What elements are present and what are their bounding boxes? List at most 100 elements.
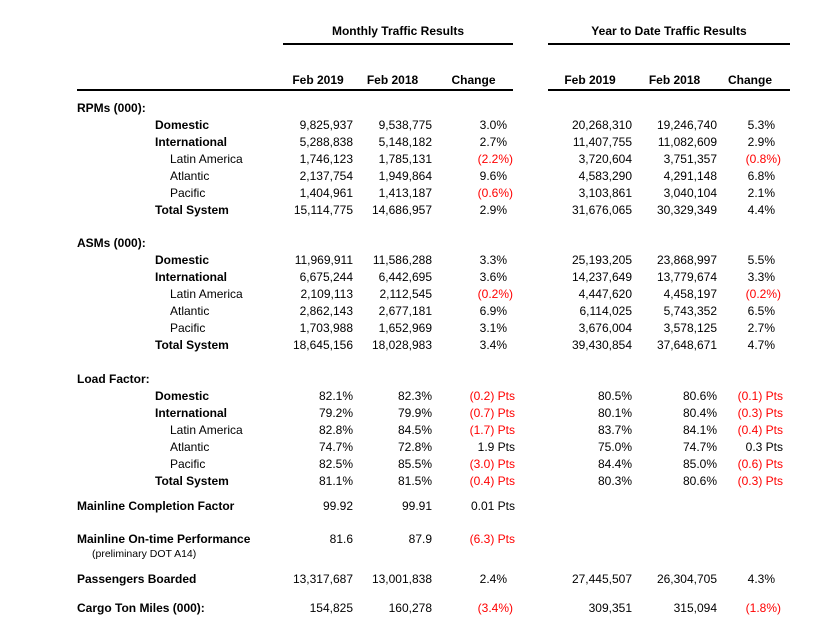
cell-ytd-change [717,531,783,548]
metric-row: Cargo Ton Miles (000): 154,825 160,278 (3.4… [77,600,835,617]
column-gap [515,337,548,354]
row-label: International [155,135,228,149]
cell-monthly-change: (0.7) Pts [469,406,515,420]
ytd-column-headers: Feb 2019 Feb 2018 Change [548,72,790,91]
data-row: Atlantic 2,137,754 1,949,864 9.6% 4,583,290 4… [77,168,835,185]
cell-monthly-feb-2018: 72.8% [397,440,432,454]
cell-monthly-feb-2019: 82.1% [318,389,353,403]
column-gap [515,405,548,422]
cell-ytd-change: 0.3 Pts [745,440,783,454]
row-label: Cargo Ton Miles (000): [77,601,205,615]
column-gap [515,252,548,269]
cell-ytd-change: (1.8%) [745,601,781,615]
column-gap [515,151,548,168]
cell-monthly-change: (3.0) Pts [469,457,515,471]
monthly-column-headers: Feb 2019 Feb 2018 Change [77,72,513,91]
metric-mainline-on-time-performance: Mainline On-time Performance 81.6 87.9 (6.3… [0,531,835,562]
data-row: Latin America 1,746,123 1,785,131 (2.2%) 3,7… [77,151,835,168]
cell-monthly-feb-2018: 84.5% [397,423,432,437]
cell-monthly-feb-2019: 79.2% [318,406,353,420]
cell-monthly-change: 3.0% [479,118,507,132]
cell-ytd-feb-2019: 3,720,604 [578,152,632,166]
row-label: Latin America [170,287,243,301]
data-row: Atlantic 2,862,143 2,677,181 6.9% 6,114,025 5… [77,303,835,320]
data-row: Pacific 1,404,961 1,413,187 (0.6%) 3,103,861… [77,185,835,202]
cell-monthly-feb-2019: 81.6 [329,532,353,546]
cell-ytd-change: 6.5% [747,304,775,318]
cell-ytd-feb-2019: 83.7% [597,423,632,437]
cell-ytd-change: (0.6) Pts [737,457,783,471]
cell-monthly-change: (0.2%) [477,287,513,301]
row-label: Mainline Completion Factor [77,499,235,513]
cell-ytd-feb-2018: 4,291,148 [663,169,717,183]
row-label: Total System [155,203,229,217]
data-row: Latin America 82.8% 84.5% (1.7) Pts 83.7% 84.… [77,422,835,439]
cell-monthly-change: 3.1% [479,321,507,335]
cell-ytd-feb-2019: 27,445,507 [571,572,632,586]
cell-ytd-change: 4.3% [747,572,775,586]
cell-monthly-change: (0.2) Pts [469,389,515,403]
section-title: RPMs (000): [77,101,146,115]
column-gap [515,286,548,303]
monthly-results-title-text: Monthly Traffic Results [331,24,465,38]
cell-monthly-feb-2019: 15,114,775 [293,203,353,217]
cell-ytd-feb-2018: 11,082,609 [657,135,717,149]
cell-ytd-feb-2018: 30,329,349 [656,203,717,217]
cell-ytd-feb-2019: 4,583,290 [578,169,632,183]
cell-monthly-feb-2019: 99.92 [322,499,353,513]
cell-monthly-change: (6.3) Pts [469,532,515,546]
cell-ytd-feb-2019: 80.5% [597,389,632,403]
cell-monthly-feb-2019: 13,317,687 [292,572,353,586]
cell-ytd-feb-2018: 4,458,197 [663,287,717,301]
ytd-column-header-feb-2018: Feb 2018 [648,73,701,87]
data-row: Pacific 82.5% 85.5% (3.0) Pts 84.4% 85.0% (0.6… [77,456,835,473]
cell-ytd-feb-2018: 80.6% [682,389,717,403]
column-gap [515,422,548,439]
section-title-row: RPMs (000): [77,100,835,117]
section-rpms-000: RPMs (000): Domestic 9,825,937 9,538,775 3.0… [0,100,835,219]
cell-monthly-feb-2019: 154,825 [309,601,353,615]
cell-ytd-feb-2018 [632,498,717,515]
column-gap [515,498,548,515]
cell-ytd-change: 6.8% [747,169,775,183]
column-gap [515,439,548,456]
monthly-column-header-change: Change [451,73,496,87]
cell-monthly-change: (3.4%) [477,601,513,615]
monthly-results-title: Monthly Traffic Results [283,24,513,45]
cell-ytd-change [717,498,783,515]
section-title: Load Factor: [77,372,150,386]
row-label: Total System [155,338,229,352]
cell-ytd-change: 2.7% [747,321,775,335]
cell-ytd-feb-2019: 14,237,649 [571,270,632,284]
data-row: Total System 18,645,156 18,028,983 3.4% 39,4… [77,337,835,354]
cell-monthly-feb-2019: 18,645,156 [292,338,353,352]
section-title: ASMs (000): [77,236,146,250]
column-gap [515,168,548,185]
cell-monthly-change: (1.7) Pts [469,423,515,437]
cell-monthly-feb-2018: 2,677,181 [378,304,432,318]
report-body: RPMs (000): Domestic 9,825,937 9,538,775 3.0… [0,100,835,617]
data-row: International 5,288,838 5,148,182 2.7% 11,40… [77,134,835,151]
cell-ytd-feb-2019: 75.0% [597,440,632,454]
row-label: Latin America [170,423,243,437]
cell-ytd-change: 4.7% [747,338,775,352]
column-gap [515,303,548,320]
cell-monthly-feb-2019: 2,862,143 [299,304,353,318]
cell-ytd-feb-2019: 3,103,861 [578,186,632,200]
ytd-column-header-feb-2019: Feb 2019 [564,73,616,87]
cell-monthly-feb-2018: 1,949,864 [378,169,432,183]
cell-ytd-feb-2018: 80.4% [682,406,717,420]
ytd-column-header-change: Change [727,73,772,87]
cell-monthly-feb-2019: 2,109,113 [300,287,354,301]
row-label: Pacific [170,457,206,471]
data-row: Atlantic 74.7% 72.8% 1.9 Pts 75.0% 74.7% 0.3 P… [77,439,835,456]
column-gap [515,202,548,219]
cell-ytd-feb-2019: 80.1% [597,406,632,420]
ytd-results-title-text: Year to Date Traffic Results [591,24,747,38]
cell-ytd-change: 2.1% [747,186,775,200]
cell-ytd-feb-2018: 3,751,357 [663,152,717,166]
cell-ytd-feb-2018: 85.0% [682,457,717,471]
data-row: Total System 15,114,775 14,686,957 2.9% 31,6… [77,202,835,219]
cell-monthly-change: 2.7% [479,135,507,149]
cell-ytd-feb-2018: 19,246,740 [656,118,717,132]
